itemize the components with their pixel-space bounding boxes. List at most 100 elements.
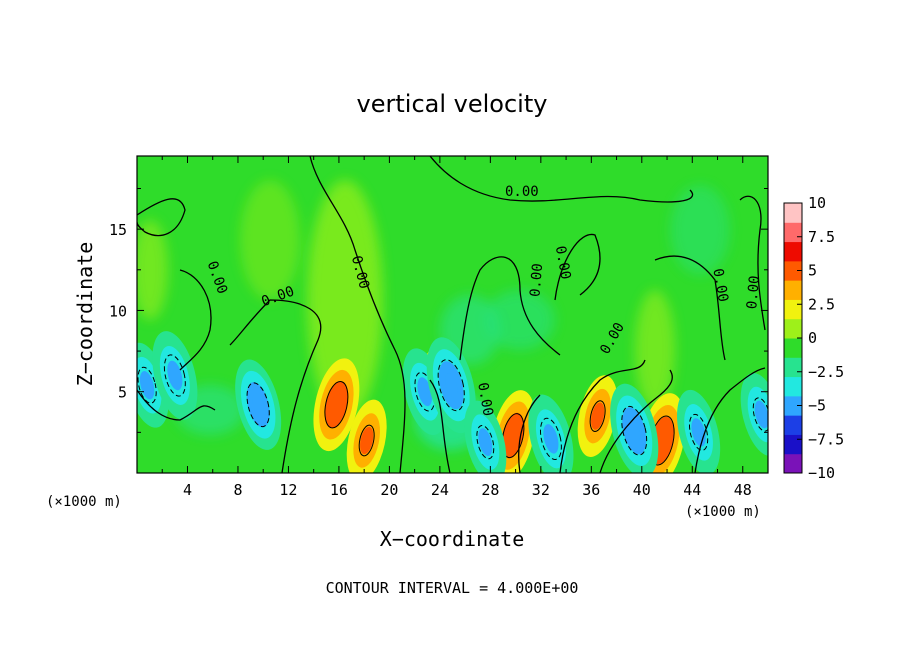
contour-label: 0.00 [527,263,546,298]
feature-level [167,360,183,391]
colorbar-swatch [784,318,802,339]
feature-contour [358,424,375,457]
feature-level [360,426,374,455]
x-unit-left: (×1000 m) [46,494,122,510]
feature-contour [539,417,562,460]
colorbar-swatch [784,241,802,262]
colorbar-swatch [784,260,802,281]
feature-level [628,419,641,443]
feature-level [417,377,433,407]
zero-contour [739,195,766,331]
chart-title: vertical velocity [357,90,548,118]
x-tick-label: 32 [532,481,550,499]
zero-contour [429,156,693,203]
colorbar-label: −10 [808,464,835,482]
colorbar-swatch [784,338,802,358]
zero-contour [137,389,216,421]
colorbar-swatch [784,222,802,243]
feature-level [591,402,605,430]
x-tick-label: 24 [431,481,449,499]
y-axis-label: Z−coordinate [73,242,97,387]
contour-label: 0.00 [552,245,574,281]
colorbar-swatch [784,357,802,378]
updraft-cell [577,375,618,457]
contour-label: 0.00 [744,275,763,310]
field-band [137,220,168,320]
velocity-field [137,156,768,473]
field-band [635,290,675,410]
x-axis: 4 8 12 16 20 24 28 32 36 40 44 48 [161,156,752,499]
colorbar-swatch [784,299,802,320]
feature-level [139,371,155,400]
downdraft-cell [464,400,507,473]
feature-level [754,400,768,429]
zero-contour [429,379,451,473]
zero-contour [554,233,601,301]
field-band [240,180,300,300]
colorbar-swatch [784,453,802,474]
zero-contour [694,367,766,473]
feature-contour [501,413,525,459]
zero-contour [309,156,406,473]
y-tick-label: 5 [118,384,127,402]
feature-layer [137,331,768,473]
colorbar-label: −7.5 [808,430,844,448]
feature-contour [437,359,465,412]
zero-contour [518,394,541,473]
x-tick-label: 28 [481,481,499,499]
x-tick-label: 40 [633,481,651,499]
x-tick-label: 44 [683,481,701,499]
zero-contour [229,299,322,473]
colorbar-label: 5 [808,262,817,280]
x-tick-label: 4 [183,481,192,499]
feature-contour [137,366,157,404]
field-band [307,180,383,420]
y-axis: 5 10 15 [109,188,768,433]
colorbar-swatch [784,203,802,223]
x-unit-right: (×1000 m) [685,504,761,520]
x-tick-label: 36 [582,481,600,499]
field-band [670,185,730,275]
y-tick-label: 10 [109,302,127,320]
zero-contour [179,269,212,371]
colorbar-label: −5 [808,397,826,415]
feature-level [656,428,668,453]
feature-level [330,393,343,417]
feature-level [478,428,493,456]
colorbar-label: −2.5 [808,363,844,381]
downdraft-cell [740,372,768,456]
zero-contour [137,198,186,237]
colorbar-label: 7.5 [808,228,835,246]
feature-level [445,373,458,398]
zero-contour [459,256,561,361]
feature-contour [589,400,606,432]
contour-lines [137,156,766,473]
x-tick-label: 20 [380,481,398,499]
colorbar-label: 10 [808,194,826,212]
y-tick-label: 15 [109,221,127,239]
x-tick-label: 48 [734,481,752,499]
feature-contour [476,425,495,460]
x-tick-label: 12 [279,481,297,499]
contour-interval-note: CONTOUR INTERVAL = 4.000E+00 [326,579,579,597]
feature-contour [163,354,186,397]
colorbar-swatch [784,376,802,397]
field-band [485,290,555,350]
contour-label: 0.00 [505,184,539,200]
x-axis-label: X−coordinate [380,527,525,551]
feature-level [507,424,519,448]
plot-frame [136,155,769,474]
x-tick-label: 16 [330,481,348,499]
x-tick-label: 8 [233,481,242,499]
zero-contour [559,359,646,473]
colorbar-swatch [784,434,802,455]
downdraft-cell [528,394,574,473]
feature-contour [246,382,270,428]
updraft-cell [346,399,387,473]
colorbar-label: 2.5 [808,295,835,313]
feature-contour [324,381,349,429]
feature-contour [621,405,648,456]
downdraft-cell [235,359,282,450]
feature-contour [752,397,768,432]
